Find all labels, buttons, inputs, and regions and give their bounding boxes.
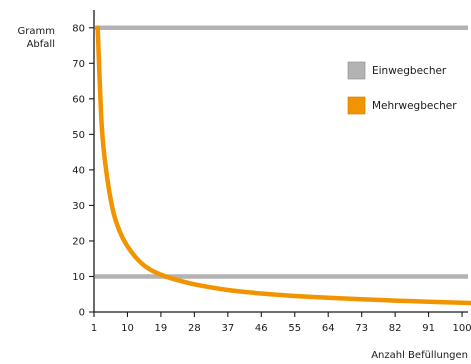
x-tick-label-64: 64 <box>322 323 335 334</box>
y-tick-label-30: 30 <box>72 201 85 212</box>
y-axis-ticks: 0 10 20 30 40 50 60 70 80 <box>72 23 94 319</box>
x-tick-label-19: 19 <box>155 323 168 334</box>
legend-swatch-mehrwegbecher <box>347 96 366 115</box>
y-axis-title: Gramm Abfall <box>18 26 55 50</box>
y-tick-label-70: 70 <box>72 59 85 70</box>
y-tick-label-80: 80 <box>72 23 85 34</box>
x-tick-label-10: 10 <box>121 323 134 334</box>
x-tick-label-73: 73 <box>355 323 368 334</box>
einwegbecher-series <box>95 25 468 279</box>
y-tick-label-40: 40 <box>72 165 85 176</box>
mehrwegbecher-line <box>95 25 471 306</box>
y-tick-label-50: 50 <box>72 130 85 141</box>
y-axis-title-line-1: Gramm <box>18 26 55 37</box>
legend-swatch-einwegbecher <box>347 61 366 80</box>
x-tick-label-28: 28 <box>188 323 201 334</box>
y-tick-label-20: 20 <box>72 236 85 247</box>
x-tick-label-91: 91 <box>422 323 435 334</box>
x-tick-label-46: 46 <box>255 323 268 334</box>
y-tick-label-60: 60 <box>72 94 85 105</box>
y-axis-title-line-2: Abfall <box>27 39 55 50</box>
legend: Einwegbecher Mehrwegbecher <box>347 61 457 115</box>
x-tick-label-55: 55 <box>288 323 301 334</box>
legend-item-mehrwegbecher: Mehrwegbecher <box>347 96 457 115</box>
x-axis-ticks: 1 10 19 28 37 46 55 64 73 82 91 100 <box>91 312 471 334</box>
y-tick-label-10: 10 <box>72 272 85 283</box>
legend-item-einwegbecher: Einwegbecher <box>347 61 447 80</box>
x-tick-label-1: 1 <box>91 323 97 334</box>
y-tick-label-0: 0 <box>79 308 85 319</box>
x-axis-title: Anzahl Befüllungen <box>371 350 468 361</box>
legend-label-einwegbecher: Einwegbecher <box>372 65 447 77</box>
x-tick-label-37: 37 <box>221 323 234 334</box>
legend-label-mehrwegbecher: Mehrwegbecher <box>372 100 457 112</box>
mehrwegbecher-series <box>95 25 471 306</box>
x-tick-label-82: 82 <box>389 323 402 334</box>
x-tick-label-100: 100 <box>453 323 471 334</box>
